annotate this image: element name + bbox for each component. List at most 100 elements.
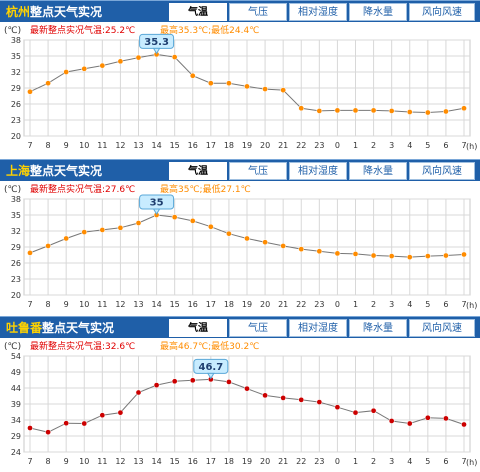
x-tick-label: 19 xyxy=(242,457,252,466)
y-tick-label: 23 xyxy=(11,275,21,284)
tab-humidity[interactable]: 相对湿度 xyxy=(289,3,347,21)
data-point xyxy=(352,409,359,416)
tab-pressure[interactable]: 气压 xyxy=(229,162,287,180)
y-tick-label: 29 xyxy=(11,432,21,441)
tab-pressure[interactable]: 气压 xyxy=(229,319,287,337)
data-point xyxy=(63,69,70,75)
data-point xyxy=(262,86,268,92)
tab-humidity[interactable]: 相对湿度 xyxy=(289,319,347,337)
data-point xyxy=(388,418,395,424)
y-tick-label: 29 xyxy=(11,243,21,252)
latest-temp-text: 最新整点实况气温:32.6℃ xyxy=(30,340,135,352)
data-point xyxy=(63,420,70,427)
tab-temperature[interactable]: 气温 xyxy=(169,319,227,337)
tab-humidity[interactable]: 相对湿度 xyxy=(289,162,347,180)
tab-precipitation[interactable]: 降水量 xyxy=(349,162,407,180)
x-tick-label: 8 xyxy=(46,300,51,309)
data-point xyxy=(334,107,341,114)
x-tick-label: 4 xyxy=(407,300,412,309)
data-point xyxy=(189,72,196,79)
data-point xyxy=(461,251,467,258)
x-tick-label: 20 xyxy=(260,457,270,466)
data-point xyxy=(424,414,431,421)
x-tick-label: 12 xyxy=(115,457,125,466)
tab-precipitation[interactable]: 降水量 xyxy=(349,319,407,337)
panel-header: 吐鲁番整点天气实况 气温 气压 相对湿度 降水量 风向风速 xyxy=(0,316,480,338)
tab-wind[interactable]: 风向风速 xyxy=(409,162,475,180)
x-tick-label: 15 xyxy=(170,300,180,309)
x-tick-label: 18 xyxy=(224,457,234,466)
data-point xyxy=(27,425,33,431)
x-unit-label: (h) xyxy=(466,142,477,151)
x-tick-label: 3 xyxy=(389,300,394,309)
panel-title: 上海整点天气实况 xyxy=(6,162,102,180)
data-point xyxy=(388,253,395,259)
latest-temp-text: 最新整点实况气温:27.6℃ xyxy=(30,183,135,195)
city-name: 上海 xyxy=(6,164,31,178)
y-tick-label: 20 xyxy=(11,132,21,141)
panel-title: 吐鲁番整点天气实况 xyxy=(6,319,114,337)
data-point xyxy=(280,87,287,93)
y-tick-label: 49 xyxy=(11,368,21,377)
x-tick-label: 2 xyxy=(371,457,376,466)
tab-wind[interactable]: 风向风速 xyxy=(409,3,475,21)
y-tick-label: 35 xyxy=(11,52,21,61)
temp-range-text: 最高46.7℃;最低30.2℃ xyxy=(160,340,259,352)
x-tick-label: 6 xyxy=(443,141,448,150)
data-point xyxy=(135,220,142,226)
y-tick-label: 35 xyxy=(11,211,21,220)
x-tick-label: 10 xyxy=(79,457,89,466)
max-callout-value: 35.3 xyxy=(144,37,169,48)
tab-temperature[interactable]: 气温 xyxy=(169,162,227,180)
temp-range-text: 最高35℃;最低27.1℃ xyxy=(160,183,251,195)
data-point xyxy=(153,382,160,388)
x-tick-label: 17 xyxy=(206,141,216,150)
data-point xyxy=(207,223,214,230)
max-callout-pointer xyxy=(206,372,215,380)
tab-temperature[interactable]: 气温 xyxy=(169,3,227,21)
y-tick-label: 29 xyxy=(11,84,21,93)
x-tick-label: 1 xyxy=(353,141,358,150)
max-callout-pointer xyxy=(152,208,161,215)
data-point xyxy=(370,107,377,114)
data-point xyxy=(424,253,431,259)
city-name: 吐鲁番 xyxy=(6,321,43,335)
data-point xyxy=(244,83,250,90)
x-tick-label: 9 xyxy=(64,141,69,150)
data-point xyxy=(334,250,341,257)
x-tick-label: 16 xyxy=(188,300,198,309)
tab-pressure[interactable]: 气压 xyxy=(229,3,287,21)
x-tick-label: 3 xyxy=(389,141,394,150)
data-point xyxy=(298,396,305,403)
y-tick-label: 38 xyxy=(11,195,21,204)
data-point xyxy=(406,420,413,427)
data-point xyxy=(406,254,413,260)
title-rest: 整点天气实况 xyxy=(42,321,115,335)
data-point xyxy=(334,404,341,411)
max-callout-value: 35 xyxy=(150,198,164,209)
x-tick-label: 7 xyxy=(27,141,32,150)
data-point xyxy=(81,420,88,427)
data-point xyxy=(117,409,124,416)
tab-precipitation[interactable]: 降水量 xyxy=(349,3,407,21)
x-tick-label: 5 xyxy=(425,141,430,150)
data-point xyxy=(280,395,287,401)
x-tick-label: 14 xyxy=(151,457,161,466)
data-point xyxy=(45,429,51,436)
y-tick-label: 44 xyxy=(11,384,21,393)
x-tick-label: 20 xyxy=(260,300,270,309)
data-point xyxy=(226,379,232,385)
tab-wind[interactable]: 风向风速 xyxy=(409,319,475,337)
data-point xyxy=(352,251,359,257)
x-tick-label: 7 xyxy=(461,457,466,466)
x-tick-label: 4 xyxy=(407,141,412,150)
x-tick-label: 22 xyxy=(296,300,306,309)
x-tick-label: 13 xyxy=(133,141,143,150)
data-point xyxy=(189,377,196,384)
x-tick-label: 1 xyxy=(353,457,358,466)
data-point xyxy=(461,105,467,112)
